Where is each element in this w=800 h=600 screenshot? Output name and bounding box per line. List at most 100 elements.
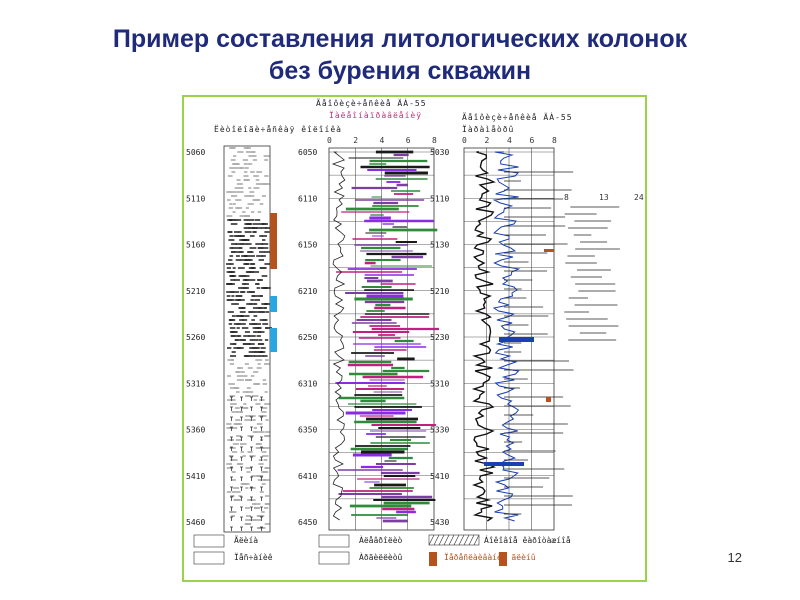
scale-tick: 6 <box>530 136 535 145</box>
scale-tick: 13 <box>599 193 609 202</box>
limestone-symbol <box>230 496 233 501</box>
depth-label-right: 5110 <box>430 194 449 203</box>
scale-tick: 8 <box>432 136 437 145</box>
limestone-symbol <box>240 516 243 521</box>
scale-tick: 8 <box>564 193 569 202</box>
limestone-symbol <box>250 486 253 491</box>
page-number: 12 <box>727 550 742 565</box>
limestone-symbol <box>230 516 233 521</box>
legend-label: Àðãèëëèòû <box>359 551 403 562</box>
depth-label-left: 5460 <box>186 518 205 527</box>
limestone-symbol <box>250 436 253 441</box>
limestone-symbol <box>230 416 233 421</box>
limestone-symbol <box>250 456 253 461</box>
depth-label-right: 5130 <box>430 241 449 250</box>
legend-label: Ãëèíà <box>234 535 258 545</box>
limestone-symbol <box>250 446 253 451</box>
limestone-symbol <box>250 496 253 501</box>
legend-swatch <box>318 534 350 548</box>
depth-label-left: 5410 <box>186 472 205 481</box>
limestone-symbol <box>260 426 263 431</box>
legend-label: Ïåðåñëàèâàíèå ãëèíû <box>444 552 536 562</box>
limestone-symbol <box>240 496 243 501</box>
limestone-symbol <box>260 486 263 491</box>
scale-tick: 0 <box>327 136 332 145</box>
limestone-symbol <box>260 456 263 461</box>
legend-label: Àëåâðîëèò <box>359 534 403 545</box>
depth-label-mid: 6210 <box>298 287 317 296</box>
depth-label-mid: 6410 <box>298 472 317 481</box>
limestone-symbol <box>230 526 233 531</box>
scale-tick: 4 <box>380 136 385 145</box>
log-curve-black <box>471 151 497 522</box>
limestone-symbol <box>230 436 233 441</box>
limestone-symbol <box>230 456 233 461</box>
limestone-symbol <box>240 426 243 431</box>
limestone-symbol <box>230 486 233 491</box>
limestone-symbol <box>230 396 233 401</box>
depth-label-right: 5310 <box>430 379 449 388</box>
scale-tick: 2 <box>353 136 358 145</box>
column2-header: Ãåîôèçè÷åñêèå ÄÀ-55 <box>316 99 427 108</box>
limestone-symbol <box>240 436 243 441</box>
slide-title-line1: Пример составления литологических колоно… <box>112 25 688 53</box>
limestone-symbol <box>250 396 253 401</box>
legend-hatch <box>433 534 440 546</box>
scale-tick: 6 <box>406 136 411 145</box>
depth-label-mid: 6050 <box>298 148 317 157</box>
limestone-symbol <box>240 486 243 491</box>
scale-tick: 4 <box>507 136 512 145</box>
limestone-symbol <box>230 406 233 411</box>
limestone-symbol <box>240 466 243 471</box>
depth-label-right: 5430 <box>430 518 449 527</box>
legend-label: Ïåñ÷àíèê <box>234 552 273 562</box>
marker-bar-blue <box>270 328 277 352</box>
limestone-symbol <box>250 406 253 411</box>
log-bar-red <box>544 249 554 252</box>
depth-label-left: 5110 <box>186 194 205 203</box>
depth-label-mid: 6310 <box>298 379 317 388</box>
legend-hatch <box>428 534 435 546</box>
limestone-symbol <box>240 396 243 401</box>
limestone-symbol <box>240 406 243 411</box>
legend-hatch <box>458 534 465 546</box>
depth-label-left: 5210 <box>186 287 205 296</box>
depth-label-mid: 6350 <box>298 426 317 435</box>
limestone-symbol <box>250 476 253 481</box>
scale-tick: 0 <box>462 136 467 145</box>
depth-label-mid: 6450 <box>298 518 317 527</box>
limestone-symbol <box>230 466 233 471</box>
legend-swatch <box>193 534 225 548</box>
legend-swatch <box>318 551 350 565</box>
marker-bar-blue <box>270 296 277 312</box>
limestone-symbol <box>240 526 243 531</box>
depth-label-left: 5360 <box>186 426 205 435</box>
depth-label-left: 5060 <box>186 148 205 157</box>
limestone-symbol <box>250 526 253 531</box>
depth-label-right: 5030 <box>430 148 449 157</box>
limestone-symbol <box>260 526 263 531</box>
depth-label-mid: 6150 <box>298 241 317 250</box>
lithology-figure: Ëèòîëîãè÷åñêàÿ êîëîíêà Ãåîôèçè÷åñêèå ÄÀ-… <box>182 95 647 582</box>
legend-label: Áîêîâîå êàðîòàæíîå <box>484 534 571 545</box>
depth-label-left: 5160 <box>186 241 205 250</box>
legend-swatch <box>193 551 225 565</box>
column2-subheader: Ïàëåîíàïðàâëåíèÿ <box>329 111 423 120</box>
column1-header: Ëèòîëîãè÷åñêàÿ êîëîíêà <box>214 125 342 134</box>
depth-label-left: 5260 <box>186 333 205 342</box>
legend-hatch <box>468 534 475 546</box>
limestone-symbol <box>260 476 263 481</box>
log-bar-blue <box>484 462 524 466</box>
limestone-symbol <box>240 476 243 481</box>
limestone-symbol <box>260 516 263 521</box>
legend-hatch <box>453 534 460 546</box>
limestone-symbol <box>260 396 263 401</box>
legend-hatch <box>463 534 470 546</box>
slide-title-line2: без бурения скважин <box>268 57 532 85</box>
limestone-symbol <box>240 456 243 461</box>
limestone-symbol <box>250 426 253 431</box>
depth-label-right: 5210 <box>430 287 449 296</box>
log-curve-blue <box>492 151 521 522</box>
log-plots: 5060511051605210526053105360541054606050… <box>186 136 644 566</box>
log-bar-blue <box>499 337 534 342</box>
